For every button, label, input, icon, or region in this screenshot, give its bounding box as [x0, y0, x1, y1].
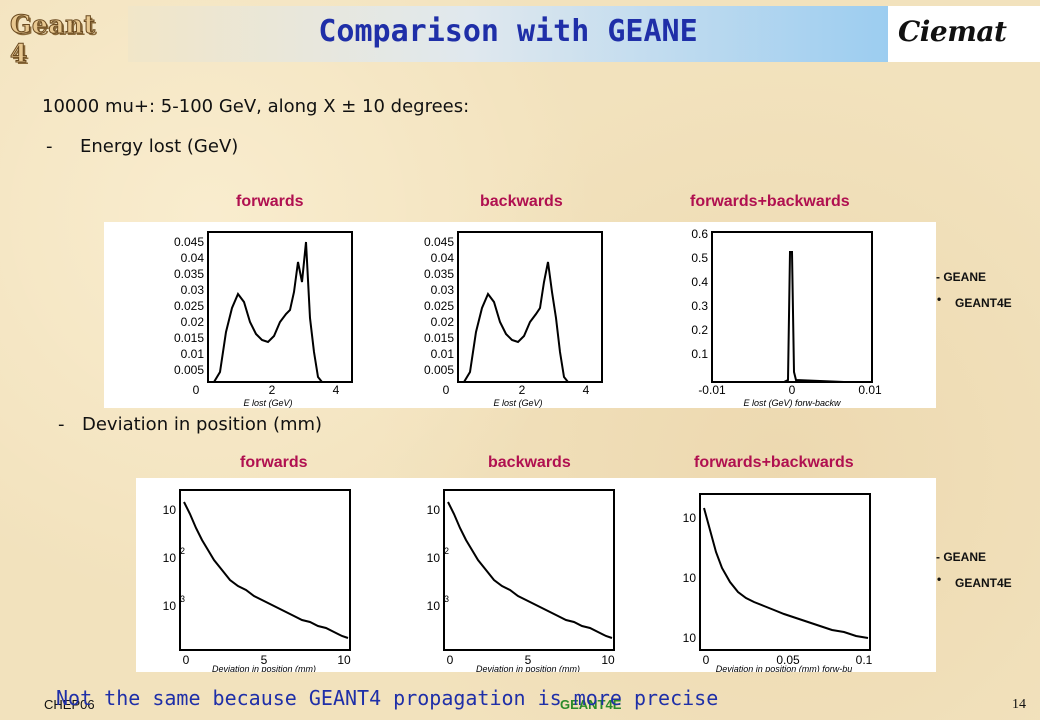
- xtick: 2: [269, 383, 276, 397]
- xtick: 5: [261, 653, 268, 667]
- xtick: 0: [183, 653, 190, 667]
- deviation-plots-panel: 10 10 10 2 3 0 5 10 Deviation in positio…: [136, 478, 936, 674]
- footer-project: GEANT4E: [560, 697, 622, 712]
- label-backwards-energy: backwards: [480, 193, 563, 210]
- ytick: 0.02: [181, 315, 205, 329]
- ciemat-logo-text: Ciemat: [898, 15, 1007, 48]
- label-sum-energy: forwards+backwards: [690, 193, 850, 210]
- xtick: 2: [519, 383, 526, 397]
- ytick: 10: [683, 571, 697, 585]
- xtick: 4: [333, 383, 340, 397]
- xtick: 0.05: [776, 653, 800, 667]
- xlabel: E lost (GeV): [493, 398, 542, 408]
- ytick: 0.015: [174, 331, 204, 345]
- ytick: 10: [163, 551, 177, 565]
- ytick: 10: [683, 631, 697, 645]
- ytick-exponent: 2: [444, 546, 449, 556]
- xtick: 0: [193, 383, 200, 397]
- ytick: 0.03: [181, 283, 205, 297]
- deviation-sum-plot: 10 10 10 0 0.05 0.1 Deviation in positio…: [683, 493, 873, 674]
- ytick: 10: [427, 503, 441, 517]
- ytick: 10: [163, 503, 177, 517]
- page-number: 14: [1012, 697, 1026, 712]
- legend-geant4e-energy: GEANT4E: [955, 296, 1012, 310]
- bullet-dash: -: [46, 136, 53, 157]
- ytick: 0.03: [431, 283, 455, 297]
- label-forwards-energy: forwards: [236, 193, 304, 210]
- energy-plots-svg: 0.045 0.04 0.035 0.03 0.025 0.02 0.015 0…: [174, 227, 882, 408]
- deviation-plots-svg: 10 10 10 2 3 0 5 10 Deviation in positio…: [163, 489, 873, 674]
- xtick: 10: [601, 653, 615, 667]
- xlabel: E lost (GeV) forw-backw: [743, 398, 841, 408]
- ytick-exponent: 3: [444, 594, 449, 604]
- xtick: 0.1: [856, 653, 873, 667]
- ytick: 0.035: [174, 267, 204, 281]
- slide-title: Comparison with GEANE: [318, 14, 698, 49]
- xlabel: E lost (GeV): [243, 398, 292, 408]
- ytick: 0.035: [424, 267, 454, 281]
- legend-dot-deviation: •: [937, 572, 942, 586]
- xlabel: Deviation in position (mm): [212, 664, 316, 672]
- ytick: 0.025: [174, 299, 204, 313]
- ytick: 10: [427, 599, 441, 613]
- legend-geane-energy: - GEANE: [936, 270, 987, 284]
- ytick-exponent: 2: [180, 546, 185, 556]
- ytick: 10: [683, 511, 697, 525]
- ytick: 0.04: [181, 251, 205, 265]
- label-sum-deviation: forwards+backwards: [694, 454, 854, 471]
- ytick: 0.6: [691, 227, 708, 241]
- ytick: 0.01: [431, 347, 455, 361]
- xtick: 5: [525, 653, 532, 667]
- energy-sum-plot: 0.6 0.5 0.4 0.3 0.2 0.1 -0.01 0 0.01 E l…: [691, 227, 882, 408]
- ciemat-logo: Ciemat: [888, 6, 1040, 62]
- ytick: 0.4: [691, 275, 708, 289]
- ytick: 0.3: [691, 299, 708, 313]
- energy-backwards-plot: 0.045 0.04 0.035 0.03 0.025 0.02 0.015 0…: [424, 231, 603, 408]
- footer-conference: CHEP06: [44, 697, 95, 712]
- ytick: 0.5: [691, 251, 708, 265]
- energy-heading: Energy lost (GeV): [80, 136, 239, 157]
- xlabel: Deviation in position (mm) forw-bu: [716, 664, 853, 672]
- ytick: 0.005: [174, 363, 204, 377]
- title-bar: Comparison with GEANE: [128, 6, 888, 62]
- ytick: 0.01: [181, 347, 205, 361]
- xlabel: Deviation in position (mm): [476, 664, 580, 672]
- xtick: 0: [703, 653, 710, 667]
- legend-dot-energy: •: [937, 292, 942, 306]
- legend-geant4e-deviation: GEANT4E: [955, 576, 1012, 590]
- intro-line: 10000 mu+: 5-100 GeV, along X ± 10 degre…: [42, 96, 470, 117]
- ytick: 10: [163, 599, 177, 613]
- deviation-forwards-plot: 10 10 10 2 3 0 5 10 Deviation in positio…: [163, 489, 351, 674]
- deviation-backwards-plot: 10 10 10 2 3 0 5 10 Deviation in positio…: [427, 489, 615, 674]
- ytick: 0.005: [424, 363, 454, 377]
- ytick-exponent: 3: [180, 594, 185, 604]
- xtick: 10: [337, 653, 351, 667]
- ytick: 0.2: [691, 323, 708, 337]
- geant4-logo: Geant 4: [10, 10, 96, 69]
- ytick: 0.025: [424, 299, 454, 313]
- ytick: 0.045: [174, 235, 204, 249]
- ytick: 10: [427, 551, 441, 565]
- xtick: 4: [583, 383, 590, 397]
- legend-geane-deviation: - GEANE: [936, 550, 987, 564]
- ytick: 0.1: [691, 347, 708, 361]
- xtick: -0.01: [698, 383, 726, 397]
- label-forwards-deviation: forwards: [240, 454, 308, 471]
- xtick: 0: [447, 653, 454, 667]
- xtick: 0: [789, 383, 796, 397]
- ytick: 0.02: [431, 315, 455, 329]
- ytick: 0.015: [424, 331, 454, 345]
- ytick: 0.04: [431, 251, 455, 265]
- xtick: 0: [443, 383, 450, 397]
- conclusion-text: Not the same because GEANT4 propagation …: [56, 686, 719, 710]
- label-backwards-deviation: backwards: [488, 454, 571, 471]
- energy-forwards-plot: 0.045 0.04 0.035 0.03 0.025 0.02 0.015 0…: [174, 231, 353, 408]
- xtick: 0.01: [858, 383, 882, 397]
- deviation-heading: Deviation in position (mm): [82, 414, 323, 435]
- bullet-dash: -: [58, 414, 65, 435]
- energy-plots-panel: 0.045 0.04 0.035 0.03 0.025 0.02 0.015 0…: [104, 222, 936, 408]
- ytick: 0.045: [424, 235, 454, 249]
